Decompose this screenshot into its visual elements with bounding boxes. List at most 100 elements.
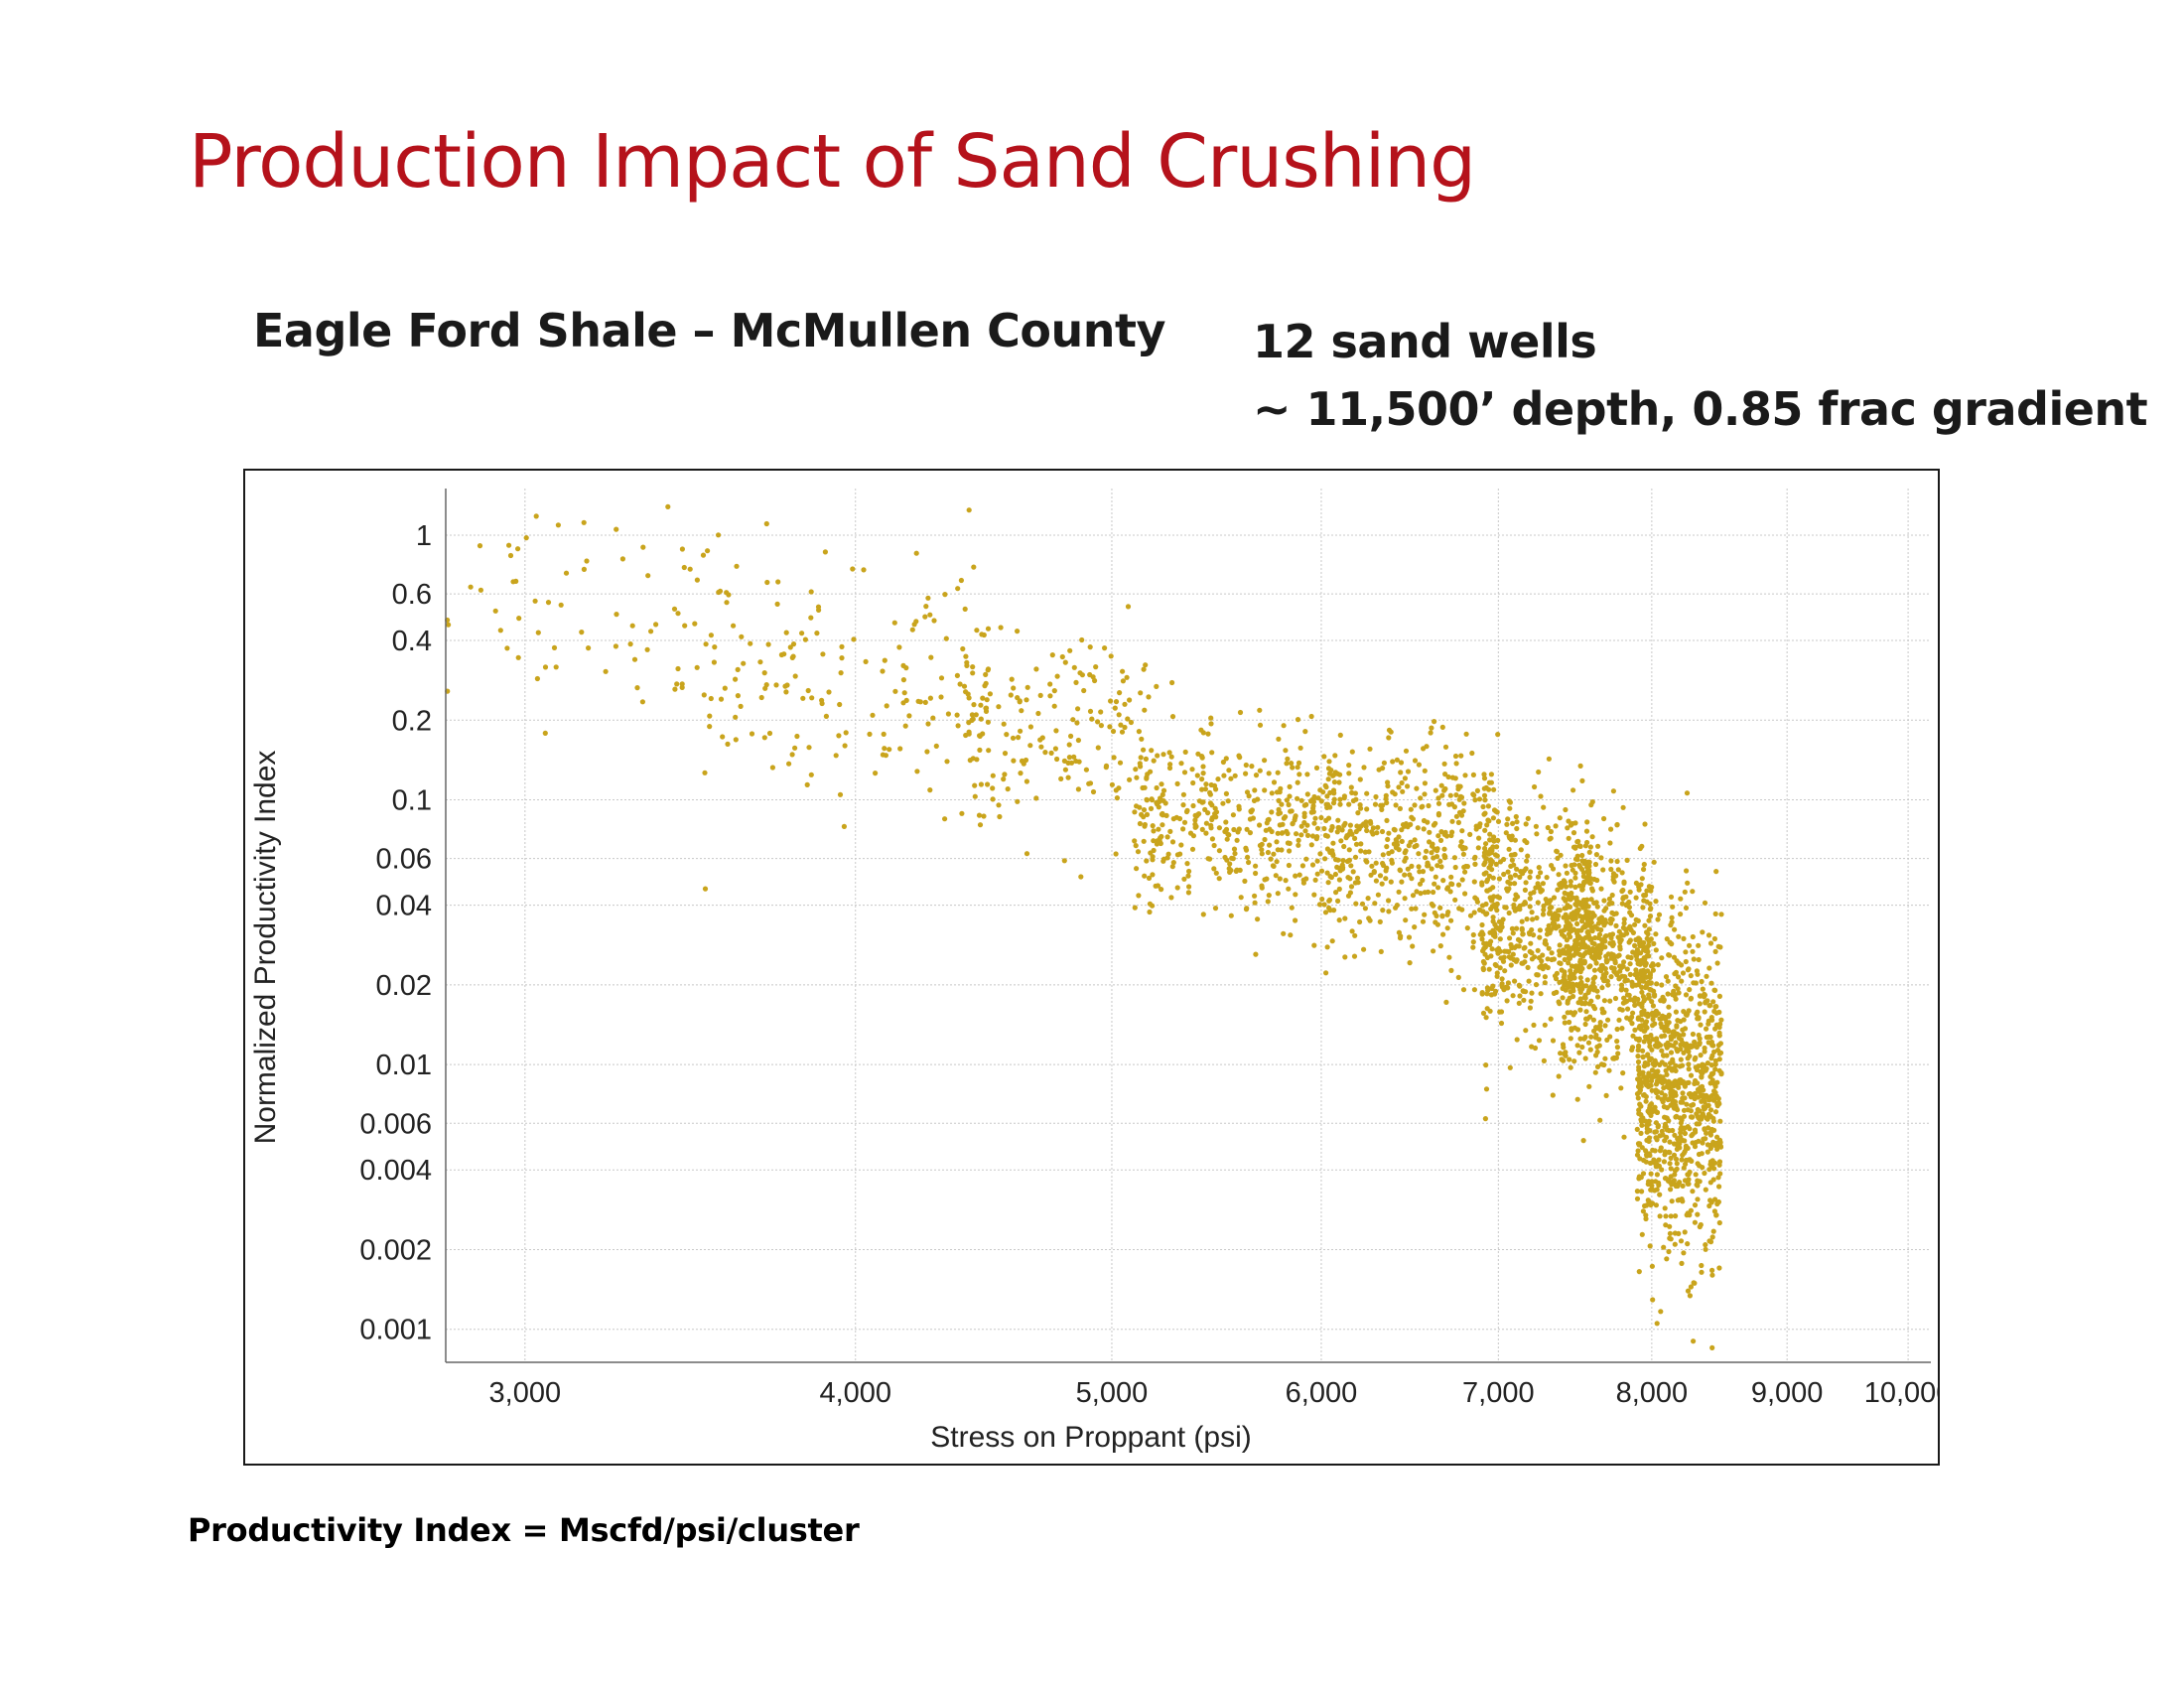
data-point — [1472, 861, 1478, 867]
data-point — [1673, 1213, 1679, 1219]
data-point — [1358, 841, 1364, 847]
data-point — [1147, 909, 1153, 915]
data-point — [983, 705, 990, 711]
data-point — [990, 796, 996, 802]
data-point — [1643, 1060, 1649, 1066]
data-point — [1399, 827, 1405, 833]
data-point — [733, 714, 739, 720]
data-point — [1326, 771, 1332, 776]
data-point — [1688, 1072, 1695, 1078]
data-point — [1062, 767, 1068, 773]
data-point — [1484, 985, 1490, 991]
data-point — [1586, 964, 1592, 970]
data-point — [1518, 869, 1524, 875]
data-point — [1455, 786, 1461, 792]
data-point — [909, 627, 915, 633]
data-point — [1717, 1021, 1723, 1027]
data-point — [1287, 840, 1293, 846]
data-point — [1578, 918, 1585, 924]
data-point — [1540, 881, 1546, 887]
data-point — [1136, 729, 1142, 735]
data-point — [1199, 799, 1205, 805]
data-point — [1297, 745, 1303, 751]
data-point — [850, 566, 856, 572]
data-point — [1683, 1157, 1690, 1164]
data-point — [1345, 875, 1351, 881]
data-point — [707, 724, 713, 730]
data-point — [1665, 978, 1671, 984]
data-point — [1574, 857, 1580, 863]
data-point — [925, 595, 931, 601]
data-point — [1051, 703, 1057, 709]
data-point — [1148, 805, 1155, 811]
data-point — [1231, 826, 1237, 833]
data-point — [1051, 688, 1057, 694]
data-point — [1522, 900, 1528, 906]
data-point — [1323, 970, 1329, 976]
data-point — [1074, 720, 1080, 726]
data-point — [1650, 1023, 1656, 1029]
data-point — [1413, 906, 1419, 912]
data-point — [1642, 1077, 1648, 1084]
chart-subtitle-wells: 12 sand wells ~ 11,500’ depth, 0.85 frac… — [1253, 308, 2148, 443]
data-point — [1624, 966, 1630, 972]
data-point — [513, 578, 519, 584]
data-point — [1606, 1067, 1612, 1073]
data-point — [1313, 836, 1319, 842]
data-point — [1662, 1138, 1668, 1144]
data-point — [1585, 1040, 1592, 1046]
data-point — [1634, 1152, 1641, 1158]
data-point — [1122, 701, 1128, 707]
data-point — [1434, 846, 1440, 852]
data-point — [1622, 974, 1628, 980]
data-point — [1231, 846, 1238, 852]
data-point — [1584, 839, 1590, 846]
data-point — [1320, 789, 1326, 795]
data-point — [1620, 895, 1626, 901]
data-point — [1071, 754, 1077, 760]
data-point — [1079, 636, 1085, 643]
data-point — [1570, 945, 1576, 951]
data-point — [1452, 864, 1458, 871]
y-tick-label: 0.01 — [376, 1050, 432, 1081]
data-point — [1703, 1242, 1708, 1248]
data-point — [1362, 906, 1368, 912]
data-point — [1648, 1033, 1654, 1039]
data-point — [1319, 896, 1325, 903]
data-point — [731, 623, 737, 629]
data-point — [1578, 943, 1585, 949]
data-point — [1678, 1046, 1684, 1053]
data-point — [1705, 1149, 1710, 1155]
scatter-chart: 3,000 4,000 5,000 6,000 7,000 8,000 9,000 10,00… — [249, 489, 1938, 1454]
data-point — [1635, 960, 1641, 967]
data-point — [1536, 884, 1542, 890]
data-point — [1386, 909, 1392, 914]
data-point — [1442, 772, 1448, 777]
data-point — [1470, 931, 1476, 938]
data-point — [1591, 1028, 1597, 1034]
data-point — [1209, 836, 1215, 842]
data-point — [679, 684, 685, 690]
data-point — [1249, 807, 1255, 813]
data-point — [1675, 1197, 1681, 1203]
data-point — [1521, 988, 1527, 995]
data-point — [1644, 888, 1650, 894]
data-point — [1087, 708, 1094, 714]
data-point — [665, 503, 671, 509]
data-point — [1668, 922, 1674, 928]
x-tick-label: 7,000 — [1462, 1377, 1535, 1409]
data-point — [1385, 836, 1391, 842]
data-point — [1284, 828, 1290, 834]
data-point — [1576, 1050, 1582, 1055]
data-point — [1713, 1004, 1719, 1010]
data-point — [1638, 1103, 1644, 1109]
data-point — [1632, 1002, 1638, 1009]
data-point — [1628, 913, 1635, 918]
data-point — [1352, 932, 1358, 938]
data-point — [1447, 792, 1453, 798]
data-point — [966, 729, 972, 735]
data-point — [1266, 893, 1272, 899]
data-point — [1476, 796, 1483, 802]
data-point — [1158, 795, 1163, 801]
data-point — [802, 636, 809, 642]
